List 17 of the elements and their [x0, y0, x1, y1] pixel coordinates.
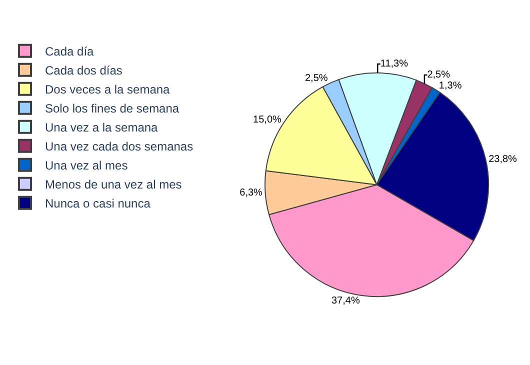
legend-label: Cada dos días: [45, 64, 122, 78]
data-label: 15,0%: [253, 114, 282, 126]
legend-label: Una vez cada dos semanas: [45, 140, 194, 154]
legend-label: Menos de una vez al mes: [45, 178, 182, 192]
data-label: 2,5%: [427, 70, 450, 81]
legend-label: Nunca o casi nunca: [45, 196, 151, 211]
legend-label: Dos veces a la semana: [45, 82, 170, 97]
data-label: 37,4%: [331, 296, 360, 307]
legend-label: Una vez a la semana: [45, 120, 158, 135]
data-label: 6,3%: [240, 187, 263, 198]
legend-label: Solo los fines de semana: [45, 102, 180, 116]
data-label: 1,3%: [438, 80, 462, 92]
data-label: 23,8%: [488, 154, 518, 166]
legend-label: Cada día: [45, 44, 94, 59]
legend-label: Una vez al mes: [45, 158, 128, 173]
data-label: 2,5%: [304, 72, 328, 84]
data-label: 11,3%: [380, 58, 408, 70]
